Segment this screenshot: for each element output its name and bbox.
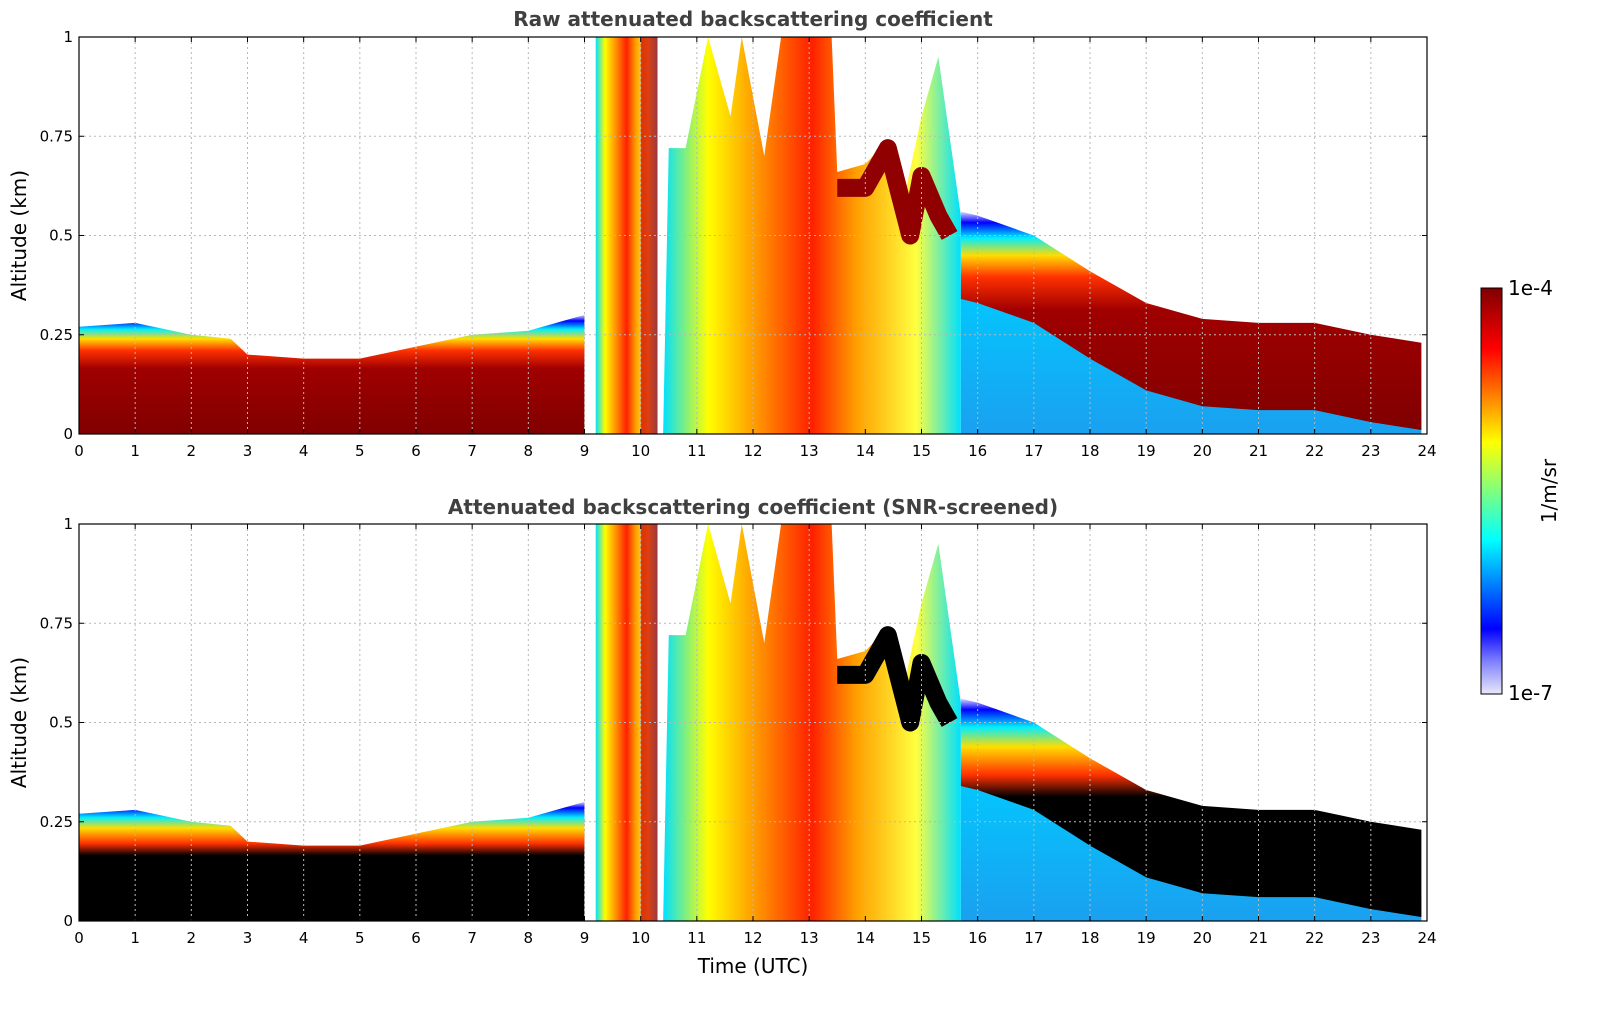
x-axis-label: Time (UTC) [697,954,809,978]
colorbar-unit-label: 1/m/sr [1537,458,1561,523]
x-tick-label: 7 [467,442,477,460]
x-tick-label: 6 [411,929,421,947]
panel-2: 0 1 2 3 4 5 6 7 8 9 10 11 12 13 14 15 16 17 18 19 20 21 22 23 24… [7,495,1437,978]
y-tick-label: 0 [63,425,73,443]
x-tick-label: 18 [1080,442,1099,460]
panel-1: 0 1 2 3 4 5 6 7 8 9 10 11 12 13 14 15 16 17 18 19 20 21 22 23 24… [7,7,1437,460]
x-tick-label: 1 [130,929,140,947]
x-tick-label: 19 [1137,929,1156,947]
x-tick-label: 3 [243,929,253,947]
x-tick-label: 9 [580,442,590,460]
x-tick-label: 0 [74,442,84,460]
y-tick-label: 1 [63,28,73,46]
x-tick-label: 16 [968,442,987,460]
x-tick-label: 15 [912,929,931,947]
x-tick-label: 19 [1137,442,1156,460]
x-tick-label: 4 [299,442,309,460]
boundary-layer-band [79,314,585,434]
x-tick-label: 11 [687,442,706,460]
x-tick-label: 14 [856,929,875,947]
cloud-column [663,524,961,921]
colorbar-max-label: 1e-4 [1508,276,1553,300]
y-tick-label: 0.25 [40,326,73,344]
x-tick-label: 21 [1249,442,1268,460]
boundary-layer-band [960,211,1422,431]
x-tick-label: 8 [524,442,534,460]
x-tick-label: 8 [524,929,534,947]
x-tick-label: 13 [800,929,819,947]
y-tick-label: 0.25 [40,813,73,831]
x-tick-label: 4 [299,929,309,947]
colorbar-gradient [1480,287,1503,695]
x-tick-label: 18 [1080,929,1099,947]
x-tick-label: 9 [580,929,590,947]
x-tick-label: 17 [1024,442,1043,460]
x-tick-label: 14 [856,442,875,460]
x-tick-label: 22 [1305,442,1324,460]
panel-title: Attenuated backscattering coefficient (S… [448,495,1058,519]
x-tick-label: 0 [74,929,84,947]
x-tick-label: 20 [1193,442,1212,460]
x-tick-label: 5 [355,929,365,947]
x-tick-label: 6 [411,442,421,460]
y-tick-label: 0.75 [40,127,73,145]
x-tick-label: 23 [1361,929,1380,947]
x-tick-label: 24 [1417,442,1436,460]
cloud-column [663,37,961,434]
x-tick-label: 23 [1361,442,1380,460]
x-tick-label: 5 [355,442,365,460]
colorbar-min-label: 1e-7 [1508,681,1553,705]
x-tick-label: 7 [467,929,477,947]
panel-title: Raw attenuated backscattering coefficien… [513,7,993,31]
x-tick-label: 11 [687,929,706,947]
x-tick-label: 17 [1024,929,1043,947]
x-tick-label: 10 [631,929,650,947]
x-tick-label: 13 [800,442,819,460]
colorbar: 1e-4 1e-7 1/m/sr [1480,276,1561,705]
y-tick-label: 0.5 [49,714,73,732]
x-tick-label: 15 [912,442,931,460]
y-tick-label: 1 [63,515,73,533]
x-tick-label: 16 [968,929,987,947]
x-tick-label: 3 [243,442,253,460]
y-axis-label: Altitude (km) [7,170,31,301]
x-tick-label: 20 [1193,929,1212,947]
y-tick-label: 0.5 [49,227,73,245]
x-tick-label: 2 [187,929,197,947]
x-tick-label: 21 [1249,929,1268,947]
x-tick-label: 12 [743,442,762,460]
x-tick-label: 2 [187,442,197,460]
y-axis-label: Altitude (km) [7,657,31,788]
x-tick-label: 12 [743,929,762,947]
y-tick-label: 0 [63,912,73,930]
boundary-layer-band [960,698,1422,918]
x-tick-label: 22 [1305,929,1324,947]
y-tick-label: 0.75 [40,614,73,632]
x-tick-label: 24 [1417,929,1436,947]
boundary-layer-band [79,801,585,921]
x-tick-label: 10 [631,442,650,460]
x-tick-label: 1 [130,442,140,460]
